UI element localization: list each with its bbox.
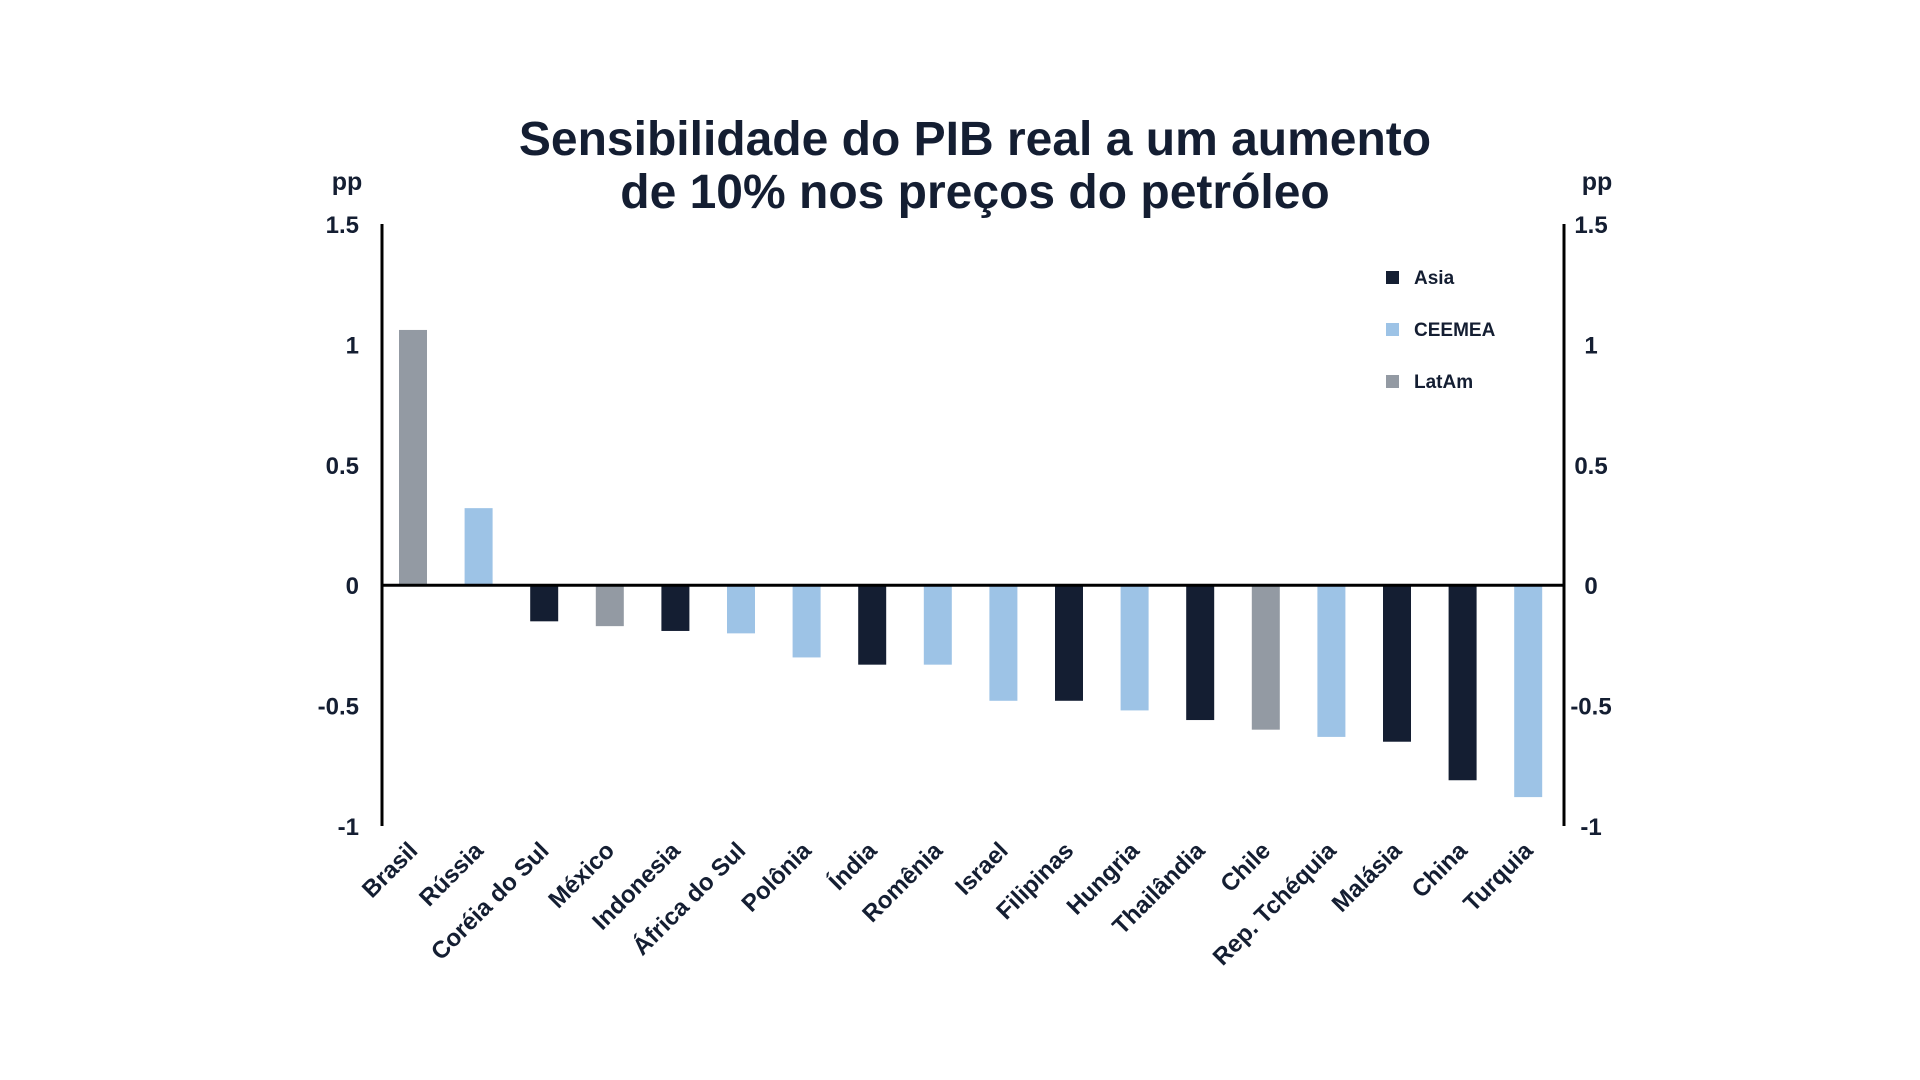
bar-russia — [464, 508, 493, 586]
bar-polonia — [792, 585, 821, 658]
chart-title-line-2: de 10% nos preços do petróleo — [620, 166, 1330, 219]
y-axis-unit-right: pp — [1582, 168, 1613, 196]
bar-china — [1448, 585, 1477, 781]
y-axis-unit-left: pp — [332, 168, 363, 196]
bar-malasia — [1383, 585, 1411, 742]
legend-swatch-ceemea — [1386, 323, 1399, 336]
y-tick-right: -0.5 — [1570, 694, 1611, 721]
bar-mexico — [595, 585, 624, 627]
legend: Asia CEEMEA LatAm — [1386, 268, 1496, 393]
legend-label-asia: Asia — [1414, 268, 1455, 289]
category-label-coreia-do-sul: Coréia do Sul — [426, 837, 554, 965]
legend-swatch-asia — [1386, 271, 1399, 284]
bar-coreia-do-sul — [530, 585, 559, 622]
category-label-africa-do-sul: África do Sul — [627, 836, 751, 960]
category-label-brasil: Brasil — [357, 837, 423, 903]
category-label-india: Índia — [823, 836, 883, 896]
bar-turquia — [1514, 585, 1543, 798]
y-tick-left: -1 — [338, 814, 359, 841]
bar-chile — [1251, 585, 1280, 730]
category-label-polonia: Polônia — [736, 837, 817, 918]
bar-israel — [989, 585, 1018, 701]
bar-africa-do-sul — [727, 585, 755, 634]
bar-brasil — [399, 329, 427, 586]
bar-thailandia — [1186, 585, 1215, 721]
category-label-malasia: Malásia — [1327, 837, 1408, 918]
bar-filipinas — [1055, 585, 1083, 701]
legend-label-latam: LatAm — [1414, 372, 1473, 393]
bar-rep-tchequia — [1317, 585, 1346, 737]
legend-swatch-latam — [1386, 375, 1399, 388]
y-ticks-left: 1.5 1 0.5 0 -0.5 -1 — [318, 212, 359, 841]
bar-hungria — [1120, 585, 1149, 711]
y-tick-right: 1.5 — [1574, 212, 1607, 239]
y-tick-right: 0 — [1584, 573, 1597, 600]
y-ticks-right: 1.5 1 0.5 0 -0.5 -1 — [1570, 212, 1611, 841]
y-tick-left: 1 — [346, 332, 359, 359]
y-tick-right: -1 — [1580, 814, 1601, 841]
y-tick-right: 0.5 — [1574, 453, 1607, 480]
y-tick-left: -0.5 — [318, 694, 359, 721]
y-tick-left: 0.5 — [326, 453, 359, 480]
y-tick-left: 0 — [346, 573, 359, 600]
legend-label-ceemea: CEEMEA — [1414, 320, 1496, 341]
bar-romenia — [923, 585, 952, 665]
category-label-israel: Israel — [950, 837, 1013, 900]
y-tick-right: 1 — [1584, 332, 1597, 359]
y-tick-left: 1.5 — [326, 212, 359, 239]
category-label-chile: Chile — [1215, 837, 1276, 898]
bar-india — [858, 585, 887, 665]
bars-group — [399, 329, 1543, 798]
bar-indonesia — [661, 585, 690, 631]
category-label-turquia: Turquia — [1458, 837, 1539, 918]
chart-title-line-1: Sensibilidade do PIB real a um aumento — [519, 113, 1431, 166]
